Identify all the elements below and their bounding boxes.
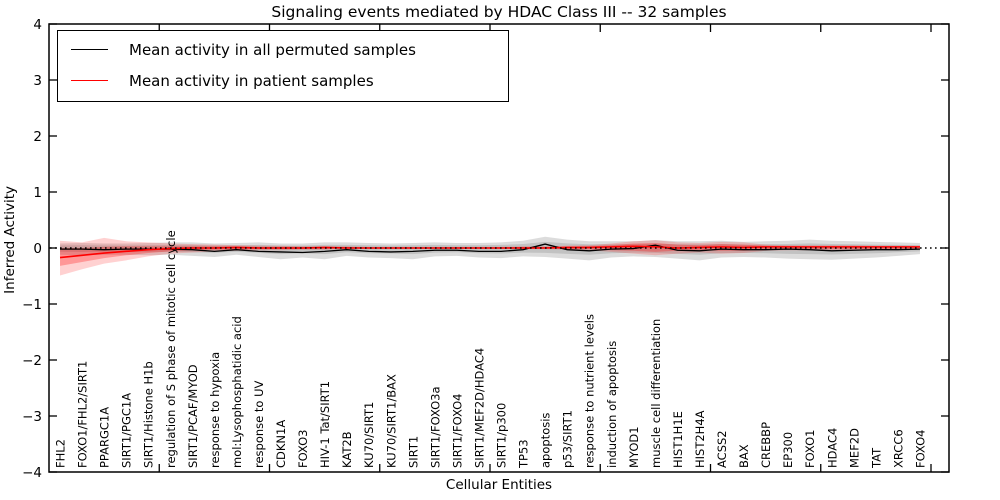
legend-label-patient: Mean activity in patient samples xyxy=(129,71,374,90)
chart-title: Signaling events mediated by HDAC Class … xyxy=(271,3,727,21)
y-tick-label: 2 xyxy=(33,129,42,145)
x-tick-label: FOXO1/FHL2/SIRT1 xyxy=(76,361,90,468)
legend: Mean activity in all permuted samples Me… xyxy=(57,30,509,102)
x-tick-label: response to nutrient levels xyxy=(583,314,597,468)
x-tick-label: TP53 xyxy=(517,439,531,469)
y-tick-label: −4 xyxy=(22,465,42,481)
x-tick-label: apoptosis xyxy=(539,413,553,468)
x-tick-label: p53/SIRT1 xyxy=(561,410,575,468)
legend-item-patient: Mean activity in patient samples xyxy=(71,69,504,92)
x-tick-label: ACSS2 xyxy=(715,430,729,468)
x-tick-label: SIRT1/MEF2D/HDAC4 xyxy=(472,348,486,468)
y-tick-label: 4 xyxy=(33,17,42,33)
x-tick-label: BAX xyxy=(737,444,751,468)
x-tick-label: SIRT1/PGC1A xyxy=(120,393,134,468)
x-tick-label: CREBBP xyxy=(759,422,773,468)
x-tick-label: FOXO4 xyxy=(913,430,927,468)
y-tick-label: 3 xyxy=(33,73,42,89)
legend-line-sample-red xyxy=(71,80,108,81)
x-tick-label: SIRT1 xyxy=(406,436,420,468)
legend-item-permuted: Mean activity in all permuted samples xyxy=(71,38,504,61)
x-tick-label: SIRT1/p300 xyxy=(495,403,509,468)
y-tick-label: −3 xyxy=(22,409,42,425)
x-tick-label: MYOD1 xyxy=(627,426,641,468)
legend-label-permuted: Mean activity in all permuted samples xyxy=(129,40,416,59)
x-tick-label: muscle cell differentiation xyxy=(649,319,663,468)
legend-line-sample-black xyxy=(71,49,108,50)
x-tick-label: HDAC4 xyxy=(825,428,839,468)
x-tick-label: induction of apoptosis xyxy=(605,341,619,468)
x-axis-label: Cellular Entities xyxy=(445,477,553,493)
x-tick-label: KU70/SIRT1/BAX xyxy=(384,374,398,468)
x-tick-label: mol:Lysophosphatidic acid xyxy=(230,316,244,468)
x-tick-label: XRCC6 xyxy=(891,429,905,468)
x-tick-label: SIRT1/Histone H1b xyxy=(142,361,156,468)
x-tick-label: PPARGC1A xyxy=(98,407,112,468)
x-tick-label: SIRT1/PCAF/MYOD xyxy=(186,364,200,468)
x-tick-label: MEF2D xyxy=(847,428,861,468)
y-axis-label: Inferred Activity xyxy=(2,186,18,294)
x-tick-label: HIV-1 Tat/SIRT1 xyxy=(318,381,332,468)
x-tick-label: FHL2 xyxy=(54,439,68,468)
x-tick-label: EP300 xyxy=(781,432,795,468)
x-tick-label: HIST1H1E xyxy=(671,411,685,468)
x-tick-label: KU70/SIRT1 xyxy=(362,402,376,468)
x-tick-label: KAT2B xyxy=(340,431,354,468)
y-tick-label: 1 xyxy=(33,185,42,201)
x-tick-label: regulation of S phase of mitotic cell cy… xyxy=(164,230,178,468)
x-tick-label: FOXO1 xyxy=(803,430,817,468)
x-tick-label: CDKN1A xyxy=(274,420,288,468)
y-tick-label: 0 xyxy=(33,241,42,257)
x-tick-label: SIRT1/FOXO3a xyxy=(428,386,442,468)
y-tick-label: −1 xyxy=(22,297,42,313)
x-tick-label: response to hypoxia xyxy=(208,352,222,468)
x-tick-label: FOXO3 xyxy=(296,430,310,468)
y-tick-label: −2 xyxy=(22,353,42,369)
x-tick-label: SIRT1/FOXO4 xyxy=(450,393,464,468)
x-tick-label: HIST2H4A xyxy=(693,410,707,468)
x-tick-label: TAT xyxy=(869,447,883,469)
x-tick-label: response to UV xyxy=(252,380,266,468)
series-line-permuted xyxy=(60,243,920,254)
